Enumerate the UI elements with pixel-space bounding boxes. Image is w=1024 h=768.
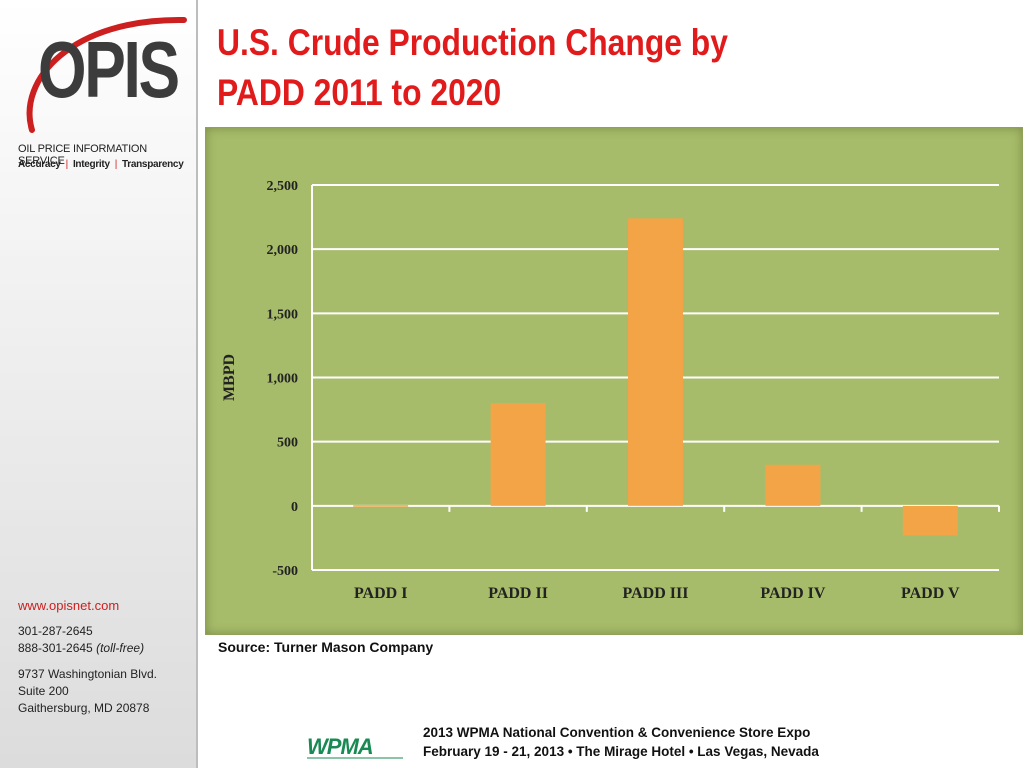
title-line: PADD 2011 to 2020 bbox=[217, 72, 502, 113]
title-line: U.S. Crude Production Change by bbox=[217, 22, 728, 63]
logo-subtitle: OIL PRICE INFORMATION SERVICE bbox=[18, 143, 148, 167]
y-tick-label: 2,500 bbox=[267, 179, 299, 194]
x-category-label: PADD II bbox=[488, 585, 548, 602]
wpma-logo: WPMA bbox=[307, 734, 403, 759]
website-link[interactable]: www.opisnet.com bbox=[18, 598, 120, 613]
address-line: Suite 200 bbox=[18, 684, 69, 698]
y-tick-label: 1,500 bbox=[267, 307, 299, 322]
y-tick-label: 2,000 bbox=[267, 243, 299, 258]
bar bbox=[490, 403, 546, 506]
x-category-label: PADD V bbox=[901, 585, 960, 602]
contact-info: www.opisnet.com 301-287-2645 888-301-264… bbox=[18, 597, 157, 717]
phone-number: 301-287-2645 bbox=[18, 624, 93, 638]
bar bbox=[353, 505, 409, 507]
footer-date-line: February 19 - 21, 2013 • The Mirage Hote… bbox=[423, 744, 819, 759]
address-line: 9737 Washingtonian Blvd. bbox=[18, 667, 157, 681]
x-category-label: PADD IV bbox=[760, 585, 825, 602]
tollfree-number: 888-301-2645 bbox=[18, 641, 93, 655]
address-line: Gaithersburg, MD 20878 bbox=[18, 701, 150, 715]
tagline-transparency: Transparency bbox=[122, 159, 184, 170]
tagline-accuracy: Accuracy bbox=[18, 159, 61, 170]
footer-event-line: 2013 WPMA National Convention & Convenie… bbox=[423, 725, 811, 740]
sidebar: OPIS OIL PRICE INFORMATION SERVICE Accur… bbox=[0, 0, 198, 768]
bar bbox=[628, 218, 683, 506]
y-tick-label: 0 bbox=[291, 500, 298, 515]
event-footer: 2013 WPMA National Convention & Convenie… bbox=[423, 723, 819, 761]
tagline-integrity: Integrity bbox=[72, 159, 110, 170]
source-note: Source: Turner Mason Company bbox=[218, 639, 434, 655]
tollfree-phone: 888-301-2645 (toll-free) bbox=[18, 640, 157, 657]
x-category-label: PADD I bbox=[354, 585, 407, 602]
svg-text:WPMA: WPMA bbox=[307, 734, 373, 759]
chart-panel: -500 0 500 1,000 1,500 2,000 2,500 PADD I PADD I… bbox=[205, 127, 1023, 635]
y-axis-title: MBPD bbox=[221, 354, 238, 401]
tollfree-note: (toll-free) bbox=[96, 641, 145, 655]
y-tick-label: 500 bbox=[277, 436, 298, 451]
bar bbox=[902, 505, 958, 536]
bar bbox=[765, 464, 821, 506]
opis-logo bbox=[26, 16, 187, 133]
y-tick-label: 1,000 bbox=[267, 372, 299, 387]
y-tick-label: -500 bbox=[272, 564, 298, 579]
bar-chart: -500 0 500 1,000 1,500 2,000 2,500 PADD I PADD I… bbox=[221, 179, 1000, 602]
logo-tagline: Accuracy | Integrity | Transparency bbox=[18, 159, 184, 170]
opis-logo-text: OPIS bbox=[38, 25, 180, 114]
slide-title: U.S. Crude Production Change by PADD 201… bbox=[217, 18, 871, 118]
x-category-label: PADD III bbox=[623, 585, 689, 602]
